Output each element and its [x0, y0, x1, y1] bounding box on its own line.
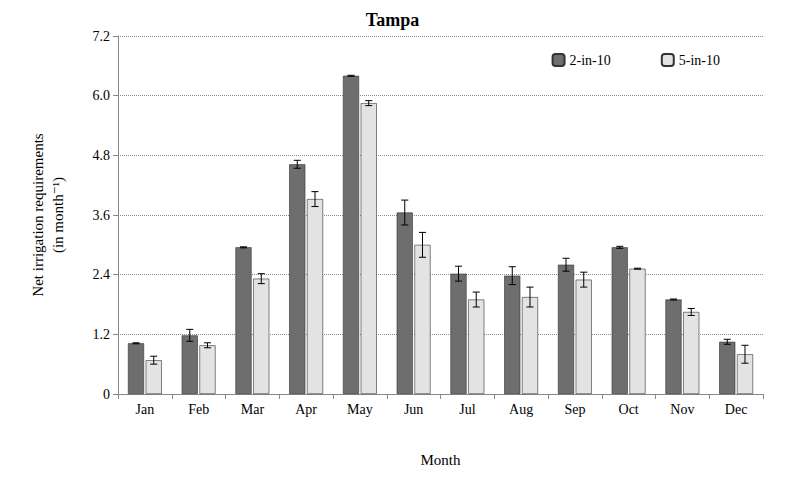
svg-text:Month: Month: [420, 452, 461, 468]
svg-text:Jan: Jan: [136, 402, 155, 417]
svg-text:Aug: Aug: [509, 402, 533, 417]
svg-text:(in month⁻¹): (in month⁻¹): [50, 177, 67, 253]
svg-text:Apr: Apr: [295, 402, 317, 417]
svg-text:Tampa: Tampa: [366, 10, 419, 30]
svg-text:4.8: 4.8: [93, 148, 111, 163]
svg-text:Mar: Mar: [241, 402, 265, 417]
svg-text:2-in-10: 2-in-10: [570, 53, 611, 68]
svg-text:3.6: 3.6: [93, 208, 111, 223]
svg-text:Oct: Oct: [619, 402, 639, 417]
svg-text:Sep: Sep: [564, 402, 585, 417]
svg-text:Jun: Jun: [404, 402, 423, 417]
svg-text:5-in-10: 5-in-10: [679, 53, 720, 68]
svg-text:2.4: 2.4: [93, 267, 111, 282]
svg-text:1.2: 1.2: [93, 327, 111, 342]
svg-text:Jul: Jul: [459, 402, 475, 417]
svg-text:0: 0: [103, 387, 110, 402]
svg-text:6.0: 6.0: [93, 88, 111, 103]
svg-text:Net irrigation requirements: Net irrigation requirements: [30, 133, 46, 296]
svg-text:Nov: Nov: [670, 402, 694, 417]
svg-text:7.2: 7.2: [93, 29, 111, 44]
svg-text:Feb: Feb: [188, 402, 209, 417]
svg-text:May: May: [347, 402, 373, 417]
svg-text:Dec: Dec: [725, 402, 748, 417]
